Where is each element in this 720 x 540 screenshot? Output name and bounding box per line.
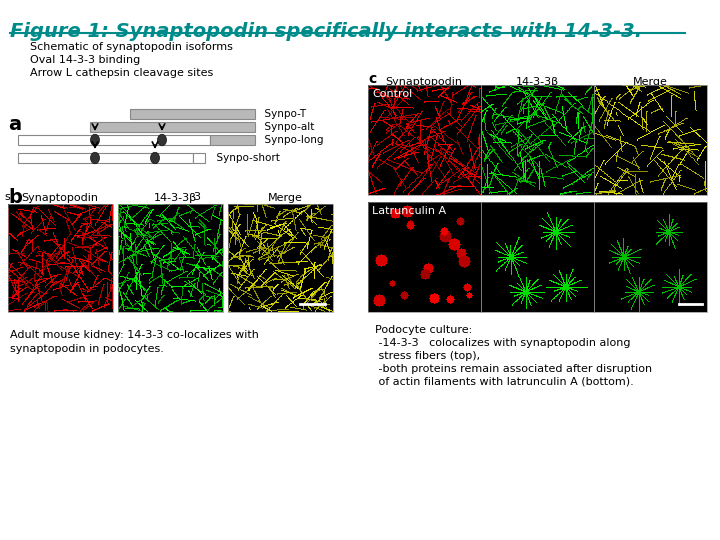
Text: -both proteins remain associated after disruption: -both proteins remain associated after d… [375,364,652,374]
Text: c: c [368,72,377,86]
Text: b: b [8,188,22,207]
Bar [18,135,210,145]
Bar [594,202,707,312]
Text: Podocyte culture:: Podocyte culture: [375,325,472,335]
Bar [210,135,255,145]
Text: Synaptopodin: Synaptopodin [385,77,462,87]
Bar [368,202,481,312]
Text: Synpo-short: Synpo-short [210,153,280,163]
Bar [368,85,481,195]
Text: of actin filaments with latrunculin A (bottom).: of actin filaments with latrunculin A (b… [375,377,634,387]
Ellipse shape [150,152,160,164]
Ellipse shape [91,134,99,146]
Text: Synpo-T: Synpo-T [258,109,306,119]
Bar [228,204,333,312]
Text: Oval 14-3-3 binding: Oval 14-3-3 binding [30,55,140,65]
Text: Synpo-alt: Synpo-alt [258,122,315,132]
Bar [18,153,193,163]
Text: 14-3-3β: 14-3-3β [153,193,197,203]
Text: Arrow L cathepsin cleavage sites: Arrow L cathepsin cleavage sites [30,68,213,78]
Bar [90,122,255,132]
Ellipse shape [158,134,166,146]
Ellipse shape [91,152,99,164]
Text: stress fibers (top),: stress fibers (top), [375,351,480,361]
Text: Merge: Merge [633,77,667,87]
Text: Latrunculin A: Latrunculin A [372,206,446,216]
Bar [481,202,594,312]
Bar [130,109,255,119]
Bar [118,204,223,312]
Text: 14-3-3β: 14-3-3β [516,77,559,87]
Text: a: a [8,115,21,134]
Text: Adult mouse kidney: 14-3-3 co-localizes with: Adult mouse kidney: 14-3-3 co-localizes … [10,330,259,340]
Bar [481,85,594,195]
Text: s: s [4,192,10,202]
Text: Control: Control [372,89,413,99]
Text: 3: 3 [193,192,200,202]
Text: -14-3-3   colocalizes with synaptopodin along: -14-3-3 colocalizes with synaptopodin al… [375,338,631,348]
Text: synaptopodin in podocytes.: synaptopodin in podocytes. [10,344,164,354]
Text: Synaptopodin: Synaptopodin [22,193,99,203]
Text: Figure 1: Synaptopodin specifically interacts with 14-3-3.: Figure 1: Synaptopodin specifically inte… [10,22,642,41]
Bar [8,204,113,312]
Text: Merge: Merge [268,193,302,203]
Bar [193,153,205,163]
Bar [594,85,707,195]
Text: Schematic of synaptopodin isoforms: Schematic of synaptopodin isoforms [30,42,233,52]
Text: Synpo-long: Synpo-long [258,135,323,145]
